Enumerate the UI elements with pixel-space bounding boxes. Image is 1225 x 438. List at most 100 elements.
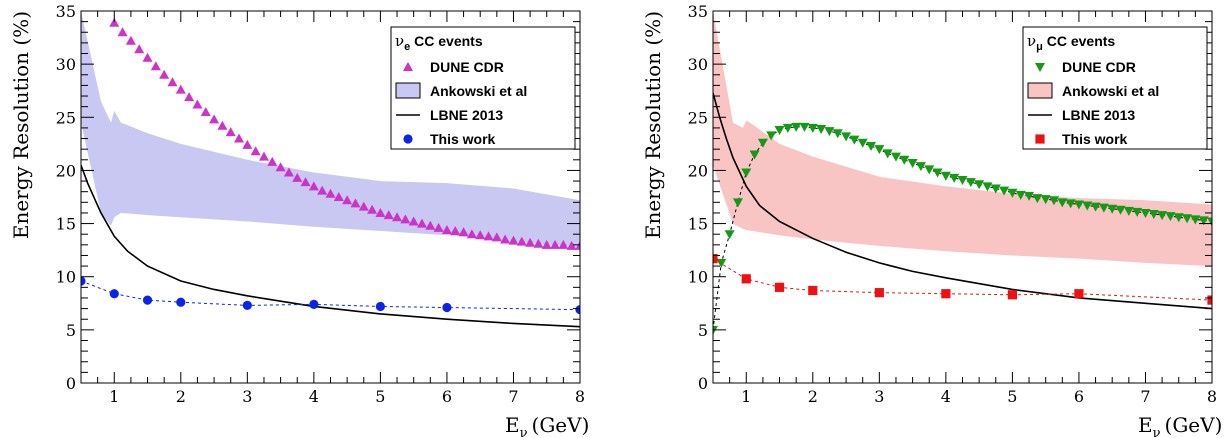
dune-cdr-point <box>209 114 220 124</box>
panel-nu-mu: 1 2 3 4 5 6 7 8 0 5 10 15 20 25 30 35 Energy Resolution … <box>641 2 1222 438</box>
this-work-fit-line <box>713 258 1212 301</box>
dune-cdr-point <box>392 212 403 222</box>
this-work-point <box>442 302 452 313</box>
plot-content <box>81 11 580 328</box>
y-axis-label: Energy Resolution (%) <box>9 11 33 239</box>
this-work-markers <box>713 254 1212 305</box>
x-tick-label: 7 <box>508 387 518 406</box>
dune-cdr-point <box>250 146 261 156</box>
dune-cdr-point <box>1173 213 1184 223</box>
ankowski-band <box>81 11 580 247</box>
dune-cdr-point <box>308 181 319 191</box>
dune-cdr-point <box>1057 198 1068 208</box>
y-tick-label: 5 <box>698 321 708 340</box>
this-work-markers <box>81 276 580 315</box>
dune-cdr-point <box>849 135 860 145</box>
dune-cdr-point <box>924 165 935 175</box>
legend-label: LBNE 2013 <box>1062 107 1135 123</box>
y-tick-label: 25 <box>56 108 76 127</box>
y-tick-label: 30 <box>56 55 76 74</box>
dune-cdr-point <box>1123 206 1134 216</box>
x-tick-label: 5 <box>375 387 385 406</box>
this-work-point <box>874 288 884 298</box>
y-tick-label: 0 <box>66 374 76 393</box>
dune-cdr-point <box>500 234 511 244</box>
dune-cdr-point <box>466 229 477 239</box>
dune-cdr-point <box>383 210 394 220</box>
panel-nu-e: 1 2 3 4 5 6 7 8 0 5 10 15 20 25 30 35 Energy Resolution … <box>9 2 589 438</box>
legend-entry-this-work: This work <box>1035 131 1128 147</box>
dune-cdr-point <box>807 123 818 133</box>
x-tick-label: 1 <box>741 387 751 406</box>
dune-cdr-point <box>1132 207 1143 217</box>
y-axis: 0 5 10 15 20 25 30 35 <box>56 2 580 393</box>
dune-cdr-point <box>732 198 743 208</box>
this-work-point <box>309 299 319 309</box>
dune-cdr-point <box>184 92 195 102</box>
dune-cdr-point <box>1065 199 1076 209</box>
dune-cdr-point <box>525 237 536 247</box>
plot-content <box>713 11 1212 335</box>
dune-cdr-point <box>217 120 228 130</box>
this-work-point <box>575 305 580 315</box>
y-tick-label: 20 <box>688 161 708 180</box>
dune-cdr-point <box>358 201 369 211</box>
dune-cdr-point <box>1073 200 1084 210</box>
x-tick-label: 8 <box>575 387 585 406</box>
dune-cdr-point <box>491 232 502 242</box>
dune-cdr-point <box>974 180 985 190</box>
dune-cdr-point <box>1082 201 1093 211</box>
dune-cdr-point <box>541 239 552 249</box>
dune-cdr-point <box>575 240 580 250</box>
y-tick-label: 10 <box>688 268 708 287</box>
dune-cdr-point <box>342 195 353 205</box>
dune-cdr-point <box>774 126 785 136</box>
legend-label: Ankowski et al <box>430 83 527 99</box>
dune-cdr-point <box>134 44 145 54</box>
dune-cdr-point <box>508 235 519 245</box>
this-work-point <box>741 274 751 284</box>
dune-cdr-point <box>416 218 427 228</box>
x-tick-label: 7 <box>1140 387 1150 406</box>
this-work-point <box>375 301 385 312</box>
dune-cdr-point <box>550 239 561 249</box>
dune-cdr-point <box>791 122 802 132</box>
legend-title: νμ CC events <box>1027 32 1115 53</box>
y-tick-label: 15 <box>688 215 708 234</box>
dune-cdr-point <box>258 151 269 161</box>
dune-cdr-point <box>766 131 777 141</box>
x-tick-label: 4 <box>309 387 319 406</box>
legend-label: LBNE 2013 <box>430 107 503 123</box>
legend-entry-this-work: This work <box>403 131 496 147</box>
dune-cdr-point <box>832 129 843 139</box>
dune-cdr-point <box>932 168 943 178</box>
dune-cdr-point <box>1198 216 1209 226</box>
dune-cdr-point <box>192 99 203 109</box>
dune-cdr-point <box>982 182 993 192</box>
dune-cdr-point <box>558 239 569 249</box>
legend-swatch <box>1035 134 1045 144</box>
this-work-point <box>176 297 186 307</box>
x-tick-label: 6 <box>442 387 452 406</box>
x-axis-label: Eν (GeV) <box>1138 413 1222 438</box>
dune-cdr-point <box>949 173 960 183</box>
this-work-point <box>808 285 818 296</box>
dune-cdr-point <box>367 204 378 214</box>
dune-cdr-point <box>990 184 1001 194</box>
legend-swatch <box>1027 82 1053 99</box>
dune-cdr-point <box>350 198 361 208</box>
dune-cdr-point <box>1148 210 1159 220</box>
dune-cdr-point <box>1048 196 1059 206</box>
this-work-point <box>774 282 785 292</box>
this-work-point <box>1007 290 1017 300</box>
this-work-point <box>242 300 252 311</box>
dune-cdr-point <box>292 172 303 182</box>
this-work-point <box>109 289 119 299</box>
dune-cdr-point <box>915 162 926 172</box>
dune-cdr-point <box>267 156 278 166</box>
dune-cdr-point <box>450 226 461 236</box>
dune-cdr-point <box>899 155 910 165</box>
dune-cdr-point <box>167 77 178 87</box>
dune-cdr-point <box>965 178 976 188</box>
dune-cdr-point <box>1098 203 1109 213</box>
